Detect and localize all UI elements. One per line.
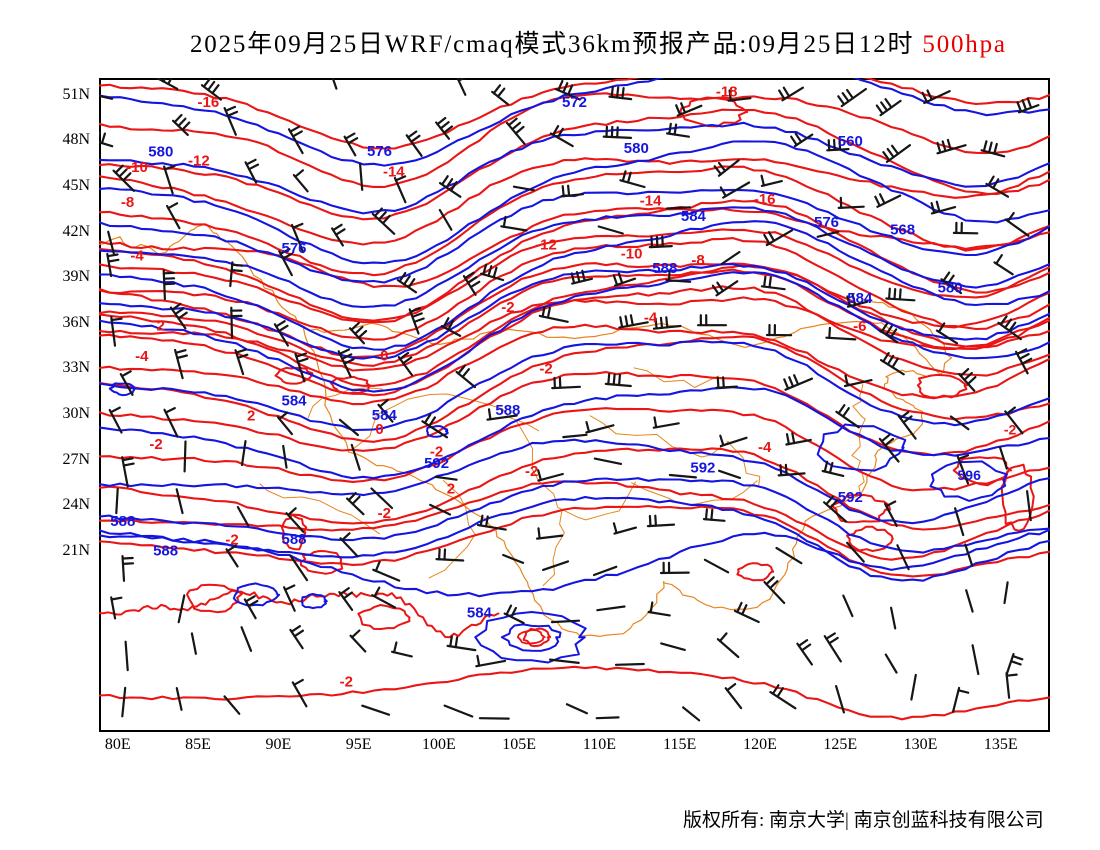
- svg-text:588: 588: [281, 531, 306, 548]
- svg-text:584: 584: [372, 407, 398, 424]
- svg-text:572: 572: [562, 94, 587, 111]
- svg-text:2: 2: [247, 408, 255, 425]
- svg-text:-4: -4: [644, 310, 658, 327]
- svg-text:-16: -16: [754, 191, 776, 208]
- svg-text:-2: -2: [525, 463, 538, 480]
- svg-text:576: 576: [814, 214, 839, 231]
- svg-text:-14: -14: [640, 193, 662, 210]
- svg-text:-4: -4: [135, 348, 149, 365]
- svg-text:592: 592: [838, 489, 863, 506]
- svg-text:596: 596: [958, 467, 982, 483]
- svg-text:-12: -12: [188, 153, 210, 170]
- svg-text:580: 580: [624, 140, 649, 157]
- svg-text:-2: -2: [539, 360, 552, 377]
- svg-text:588: 588: [495, 402, 520, 419]
- svg-text:576: 576: [367, 143, 392, 160]
- svg-text:568: 568: [890, 222, 915, 239]
- svg-text:588: 588: [153, 542, 178, 559]
- svg-text:-18: -18: [716, 83, 738, 100]
- svg-text:-2: -2: [225, 531, 238, 548]
- svg-text:-4: -4: [758, 439, 772, 456]
- svg-text:580: 580: [938, 279, 963, 296]
- svg-text:584: 584: [681, 208, 707, 225]
- svg-text:-2: -2: [149, 436, 162, 453]
- svg-text:580: 580: [148, 143, 173, 160]
- svg-text:-10: -10: [621, 246, 643, 263]
- svg-text:-8: -8: [121, 194, 134, 211]
- svg-text:-2: -2: [378, 505, 391, 522]
- svg-text:584: 584: [281, 392, 307, 409]
- svg-text:592: 592: [690, 460, 715, 477]
- svg-text:584: 584: [847, 290, 873, 307]
- svg-text:584: 584: [467, 605, 493, 622]
- svg-text:-16: -16: [198, 94, 220, 111]
- svg-text:592: 592: [424, 455, 449, 472]
- svg-text:576: 576: [281, 240, 306, 257]
- svg-text:-14: -14: [383, 164, 405, 181]
- svg-text:-2: -2: [501, 299, 514, 316]
- svg-text:588: 588: [110, 513, 135, 530]
- svg-text:-10: -10: [126, 159, 148, 176]
- svg-text:588: 588: [652, 260, 677, 277]
- svg-text:2: 2: [157, 318, 165, 335]
- svg-text:-4: -4: [130, 247, 144, 264]
- svg-text:-6: -6: [853, 318, 866, 335]
- svg-text:-8: -8: [691, 252, 704, 269]
- svg-text:-12: -12: [535, 237, 557, 254]
- svg-text:560: 560: [838, 133, 863, 150]
- svg-text:2: 2: [447, 480, 455, 497]
- svg-text:0: 0: [380, 347, 388, 364]
- svg-text:-2: -2: [1004, 421, 1017, 437]
- svg-text:-2: -2: [340, 673, 353, 690]
